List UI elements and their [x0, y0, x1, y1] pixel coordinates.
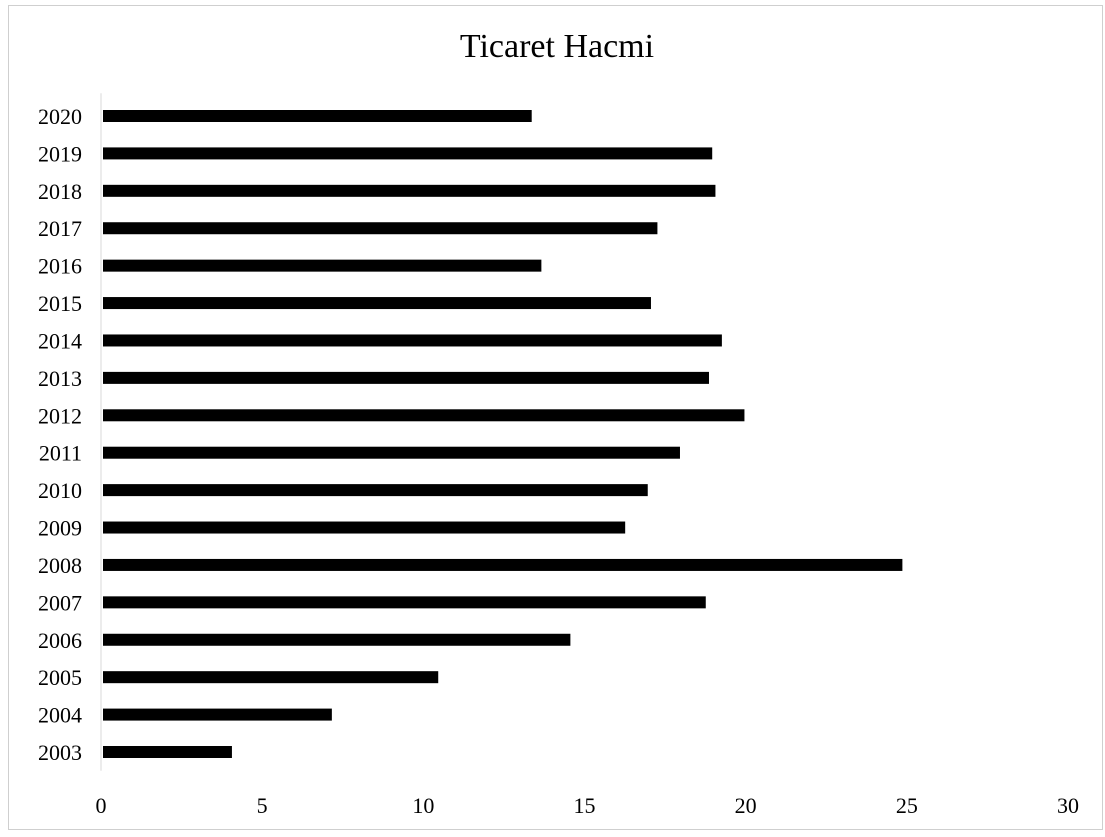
x-tick-label: 20: [735, 793, 757, 818]
bar-2013: [103, 371, 709, 384]
y-tick-label: 2016: [38, 254, 82, 279]
bar-2004: [103, 708, 332, 721]
y-tick-label: 2017: [38, 216, 82, 241]
bar-2003: [103, 746, 232, 758]
bar-2017: [103, 222, 658, 235]
x-tick-label: 10: [412, 793, 434, 818]
bar-2015: [103, 297, 651, 310]
y-tick-label: 2018: [38, 179, 82, 204]
y-tick-label: 2004: [38, 703, 82, 728]
y-tick-label: 2005: [38, 665, 82, 690]
bar-2006: [103, 633, 571, 646]
x-tick-label: 5: [257, 793, 268, 818]
bar-2011: [103, 446, 680, 459]
bar-2020: [103, 110, 532, 122]
y-tick-label: 2015: [38, 291, 82, 316]
y-tick-label: 2014: [38, 328, 82, 353]
y-tick-label: 2010: [38, 478, 82, 503]
chart-title: Ticaret Hacmi: [460, 28, 654, 65]
y-tick-label: 2007: [38, 590, 82, 615]
y-tick-label: 2003: [38, 740, 82, 765]
y-tick-label: 2012: [38, 403, 82, 428]
y-tick-label: 2019: [38, 141, 82, 166]
x-tick-label: 15: [574, 793, 596, 818]
x-tick-label: 0: [96, 793, 107, 818]
bar-2008: [103, 558, 903, 571]
bar-2014: [103, 334, 722, 347]
y-tick-labels: 2003 2004 2005 2006 2007 2008 2009 2010 2011 2012…: [38, 104, 82, 765]
y-tick-label: 2006: [38, 628, 82, 653]
x-tick-label: 30: [1057, 793, 1079, 818]
bars: [103, 110, 903, 758]
bar-2005: [103, 671, 439, 684]
bar-2007: [103, 596, 706, 609]
y-tick-label: 2013: [38, 366, 82, 391]
x-tick-label: 25: [896, 793, 918, 818]
bar-2019: [103, 147, 713, 160]
bar-2010: [103, 484, 648, 497]
bar-2016: [103, 259, 542, 272]
y-tick-label: 2009: [38, 516, 82, 541]
x-tick-labels: 0 5 10 15 20 25 30: [96, 793, 1080, 818]
bar-2012: [103, 409, 745, 422]
bar-2018: [103, 184, 716, 197]
bar-2009: [103, 521, 626, 534]
y-tick-label: 2020: [38, 104, 82, 129]
y-tick-label: 2011: [39, 441, 82, 466]
y-tick-label: 2008: [38, 553, 82, 578]
